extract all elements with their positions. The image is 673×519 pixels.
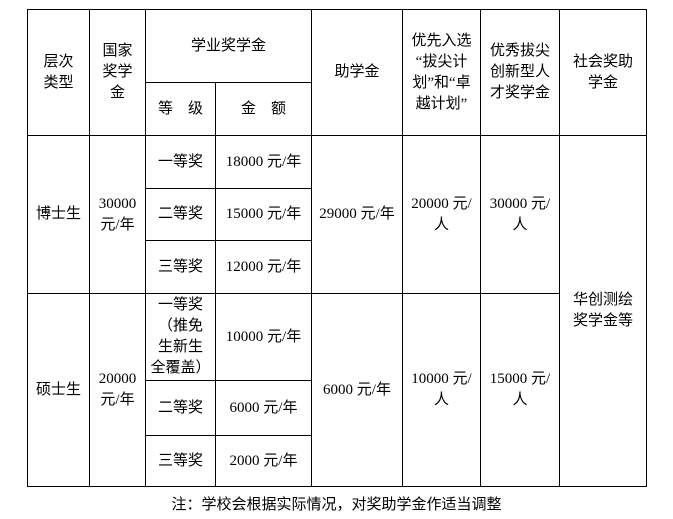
cell-doctor-national: 30000 元/年 [89,135,146,294]
cell-doctor-grade-2: 二等奖 [145,188,216,241]
cell-doctor-priority: 20000 元/ 人 [402,135,482,294]
header-academic-scholarship: 学业奖学金 [144,9,313,83]
cell-master-priority: 10000 元/ 人 [402,293,482,487]
cell-master-amount-2: 6000 元/年 [214,380,313,436]
cell-doctor-grade-1: 一等奖 [145,135,216,189]
cell-doctor-stipend: 29000 元/年 [311,135,404,294]
header-amount: 金 额 [214,82,313,136]
cell-doctor-label: 博士生 [27,135,90,294]
cell-doctor-amount-3: 12000 元/年 [214,240,313,294]
header-priority-programs: 优先入选 “拔尖计 划”和“卓 越计划” [402,9,482,136]
header-grade: 等 级 [145,82,216,136]
cell-master-innovative: 15000 元/ 人 [480,293,561,487]
master-row-2: 二等奖 6000 元/年 [28,380,647,436]
header-row-1: 层次 类型 国家 奖学 金 学业奖学金 助学金 优先入选 “拔尖计 划”和“卓 … [27,9,648,136]
header-social-scholarship: 社会奖助 学金 [559,9,648,136]
cell-doctor-amount-2: 15000 元/年 [214,188,313,241]
footnote: 注：学校会根据实际情况，对奖助学金作适当调整 [171,497,502,513]
cell-master-national: 20000 元/年 [89,293,146,487]
doctor-row-3: 三等奖 12000 元/年 [28,240,647,294]
header-row-2: 等 级 金 额 [28,82,647,136]
cell-master-label: 硕士生 [27,293,90,487]
cell-master-grade-1: 一等奖 （推免 生新生 全覆盖） [145,293,216,381]
cell-master-amount-3: 2000 元/年 [214,435,313,487]
cell-master-stipend: 6000 元/年 [311,293,404,487]
header-stipend: 助学金 [311,9,404,136]
doctor-row-1: 博士生 30000 元/年 一等奖 18000 元/年 29000 元/年 20… [27,135,648,487]
header-level-type: 层次 类型 [27,9,90,136]
scholarship-table: 层次 类型 国家 奖学 金 学业奖学金 助学金 优先入选 “拔尖计 划”和“卓 … [27,9,648,487]
cell-master-grade-2: 二等奖 [145,380,216,436]
cell-master-grade-3: 三等奖 [145,435,216,487]
master-row-1: 硕士生 20000 元/年 一等奖 （推免 生新生 全覆盖） 10000 元/年… [27,293,647,487]
header-innovative-talent-scholarship: 优秀拔尖 创新型人 才奖学金 [480,9,561,136]
cell-doctor-innovative: 30000 元/ 人 [480,135,561,294]
cell-master-amount-1: 10000 元/年 [214,293,313,381]
master-row-3: 三等奖 2000 元/年 [28,435,647,487]
header-national-scholarship: 国家 奖学 金 [89,9,146,136]
doctor-row-2: 二等奖 15000 元/年 [28,188,647,241]
cell-doctor-grade-3: 三等奖 [145,240,216,294]
cell-social-scholarship-body: 华创测绘 奖学金等 [559,135,648,487]
cell-doctor-amount-1: 18000 元/年 [214,135,313,189]
